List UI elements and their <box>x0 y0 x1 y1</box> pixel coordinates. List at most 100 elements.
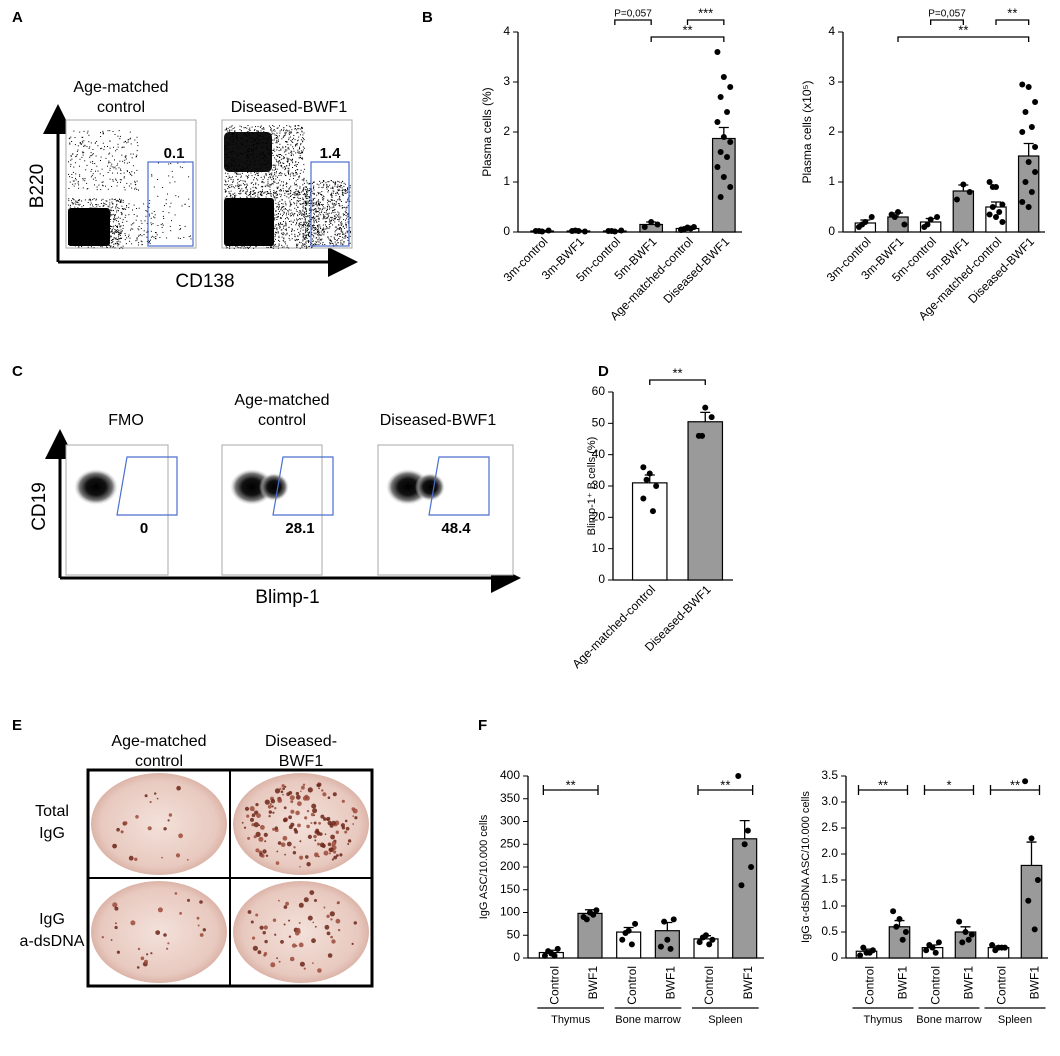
event-dot <box>304 204 306 206</box>
event-dot <box>334 231 336 233</box>
significance-label: ** <box>566 777 576 792</box>
event-dot <box>122 247 124 249</box>
event-dot <box>112 166 114 168</box>
event-dot <box>270 173 272 175</box>
significance-bracket <box>930 19 964 25</box>
event-dot <box>268 149 270 151</box>
event-dot <box>244 225 246 227</box>
event-dot <box>261 182 263 183</box>
column-header: Diseased- <box>265 733 337 750</box>
event-dot <box>268 223 269 225</box>
event-dot <box>122 245 124 247</box>
event-dot <box>74 183 76 185</box>
event-dot <box>275 197 277 199</box>
event-dot <box>75 177 76 179</box>
event-dot <box>299 222 301 224</box>
event-dot <box>285 130 287 132</box>
event-dot <box>305 236 307 238</box>
event-dot <box>308 234 309 236</box>
event-dot <box>108 222 110 224</box>
event-dot <box>247 125 249 126</box>
event-dot <box>339 197 341 199</box>
event-dot <box>261 223 263 225</box>
event-dot <box>230 195 232 197</box>
spot <box>323 906 326 909</box>
event-dot <box>330 240 332 241</box>
event-dot <box>227 173 229 175</box>
event-dot <box>236 173 238 175</box>
event-dot <box>112 246 114 248</box>
spot <box>316 783 321 788</box>
event-dot <box>130 143 132 145</box>
event-dot <box>116 203 118 205</box>
event-dot <box>81 224 83 226</box>
event-dot <box>226 164 228 166</box>
event-dot <box>104 239 106 240</box>
event-dot <box>281 203 283 204</box>
event-dot <box>321 228 323 230</box>
event-dot <box>84 145 86 147</box>
event-dot <box>287 193 289 195</box>
event-dot <box>276 229 278 231</box>
event-dot <box>71 174 73 175</box>
event-dot <box>276 139 278 141</box>
event-dot <box>249 205 251 207</box>
spot <box>303 967 306 970</box>
event-dot <box>332 224 334 226</box>
data-point <box>901 221 908 228</box>
data-point <box>541 952 548 959</box>
event-dot <box>227 185 229 187</box>
event-dot <box>113 219 115 221</box>
event-dot <box>294 239 296 241</box>
event-dot <box>258 206 260 208</box>
event-dot <box>225 148 227 149</box>
event-dot <box>70 226 72 228</box>
event-dot <box>263 182 265 184</box>
event-dot <box>98 241 100 243</box>
event-dot <box>298 152 300 154</box>
event-dot <box>128 203 130 205</box>
significance-bracket <box>542 785 599 795</box>
event-dot <box>231 129 233 131</box>
event-dot <box>305 208 307 210</box>
event-dot <box>229 195 231 197</box>
spot <box>309 890 315 895</box>
event-dot <box>164 205 165 207</box>
event-dot <box>165 199 167 201</box>
event-dot <box>225 176 227 177</box>
event-dot <box>101 219 103 221</box>
event-dot <box>287 161 289 163</box>
event-dot <box>309 197 310 199</box>
event-dot <box>268 153 270 155</box>
event-dot <box>236 185 238 187</box>
event-dot <box>271 245 273 247</box>
event-dot <box>103 233 105 235</box>
event-dot <box>282 223 284 225</box>
data-point <box>699 432 706 439</box>
event-dot <box>299 187 301 189</box>
data-point <box>727 84 734 90</box>
event-dot <box>309 211 311 213</box>
event-dot <box>109 167 111 169</box>
event-dot <box>83 218 85 220</box>
event-dot <box>312 244 314 245</box>
event-dot <box>256 132 258 134</box>
event-dot <box>262 153 264 155</box>
event-dot <box>98 241 100 242</box>
event-dot <box>143 203 145 205</box>
event-dot <box>252 133 254 135</box>
event-dot <box>272 206 274 208</box>
event-dot <box>231 231 233 233</box>
event-dot <box>288 165 290 167</box>
event-dot <box>322 204 324 206</box>
event-dot <box>279 125 280 127</box>
spot <box>284 853 286 856</box>
event-dot <box>261 142 263 144</box>
event-dot <box>267 237 269 239</box>
event-dot <box>339 196 341 197</box>
event-dot <box>319 192 321 194</box>
event-dot <box>322 218 324 220</box>
event-dot <box>131 243 133 245</box>
event-dot <box>280 154 282 155</box>
event-dot <box>268 162 270 164</box>
